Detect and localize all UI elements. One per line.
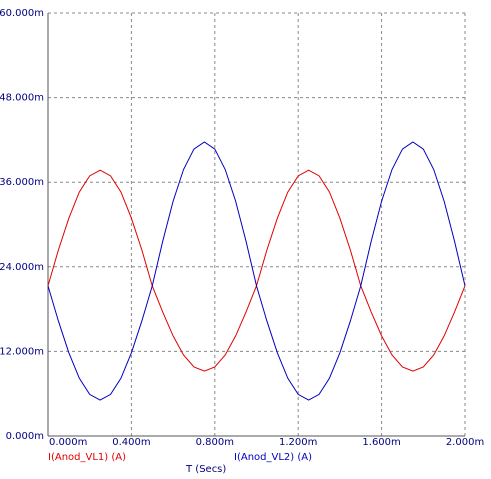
y-tick-label: 12.000m: [0, 346, 44, 357]
legend-entry: I(Anod_VL1) (A): [48, 452, 126, 463]
x-tick-label: 1.200m: [279, 437, 317, 448]
y-tick-label: 60.000m: [0, 8, 44, 19]
y-tick-label: 0.000m: [6, 431, 44, 442]
y-tick-label: 48.000m: [0, 93, 44, 104]
x-tick-label: 0.000m: [49, 437, 87, 448]
x-tick-label: 0.400m: [112, 437, 150, 448]
x-tick-label: 2.000m: [446, 437, 484, 448]
x-axis-label: T (Secs): [185, 464, 226, 475]
y-tick-label: 24.000m: [0, 262, 44, 273]
x-tick-label: 1.600m: [362, 437, 400, 448]
legend-entry: I(Anod_VL2) (A): [234, 452, 312, 463]
x-tick-label: 0.800m: [196, 437, 234, 448]
series-line: [47, 141, 466, 401]
y-tick-label: 36.000m: [0, 177, 44, 188]
